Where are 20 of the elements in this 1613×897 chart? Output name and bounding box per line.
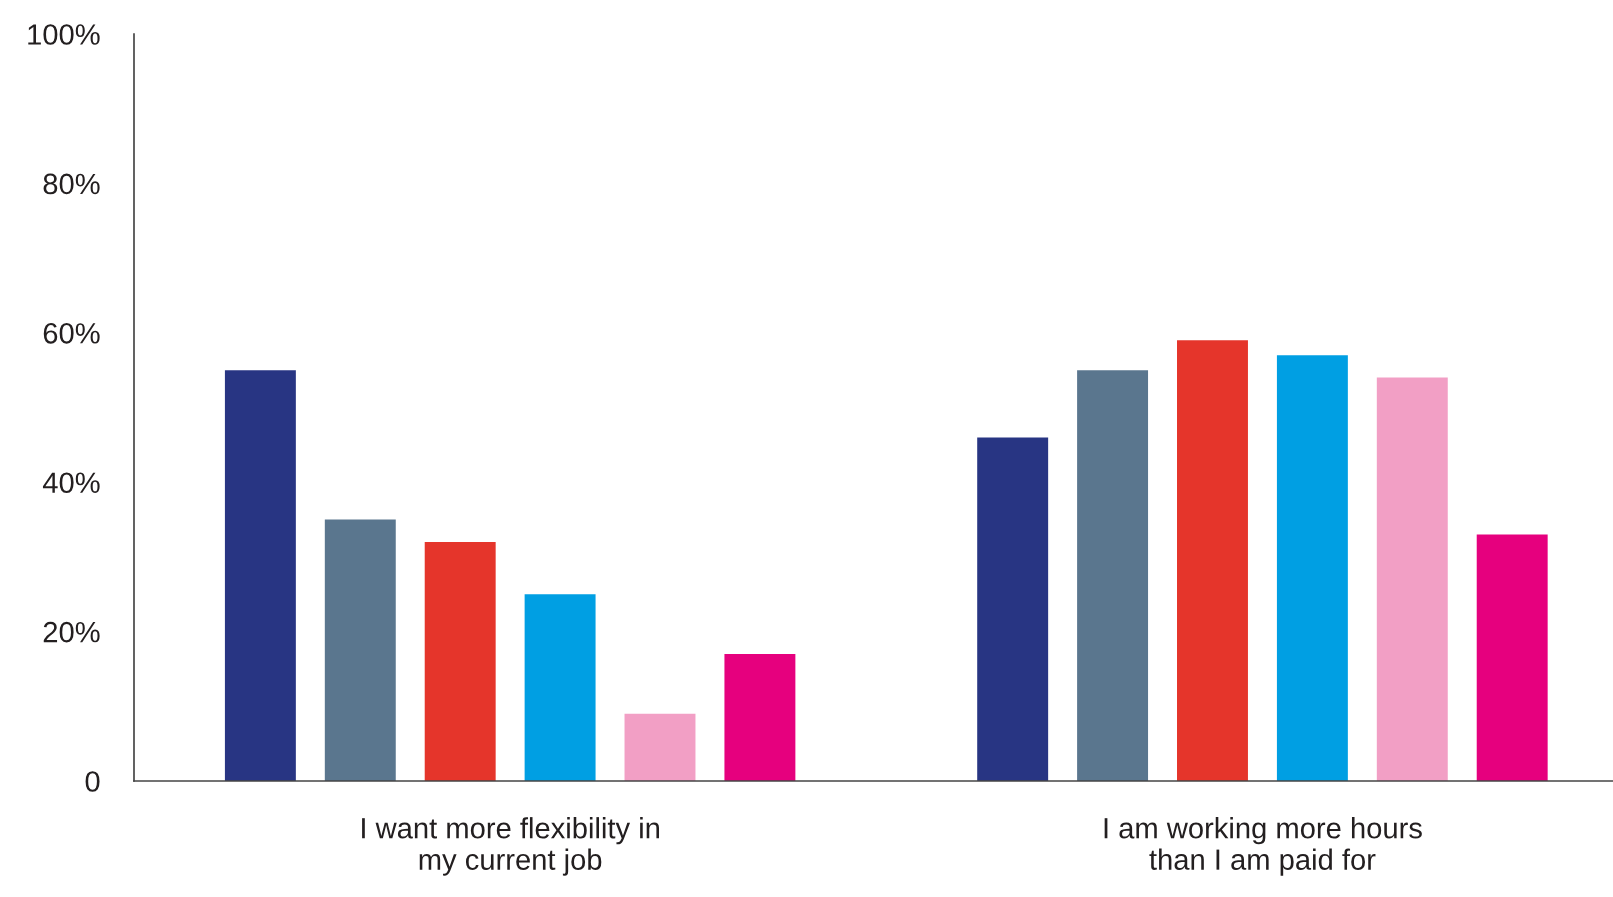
bar (724, 654, 796, 781)
bar (624, 713, 696, 781)
y-tick-label: 80% (43, 173, 100, 195)
y-tick-label: 60% (43, 323, 100, 344)
bar (1476, 534, 1548, 781)
bar (1276, 355, 1348, 781)
bar (1177, 340, 1248, 781)
bar (424, 541, 496, 781)
y-tick-label: 0 (85, 771, 100, 792)
y-tick-label: 20% (43, 621, 100, 643)
x-tick-label: I am working more hours than I am paid for (1104, 817, 1422, 876)
bar (524, 594, 596, 781)
y-tick-label: 100% (28, 24, 100, 45)
bar (977, 437, 1049, 781)
bar (1077, 370, 1149, 781)
y-tick-label: 40% (42, 472, 100, 494)
bar (224, 370, 296, 781)
bar (324, 519, 396, 781)
bar (1376, 377, 1448, 781)
x-tick-label: I want more flexibility in my current job (362, 817, 660, 876)
